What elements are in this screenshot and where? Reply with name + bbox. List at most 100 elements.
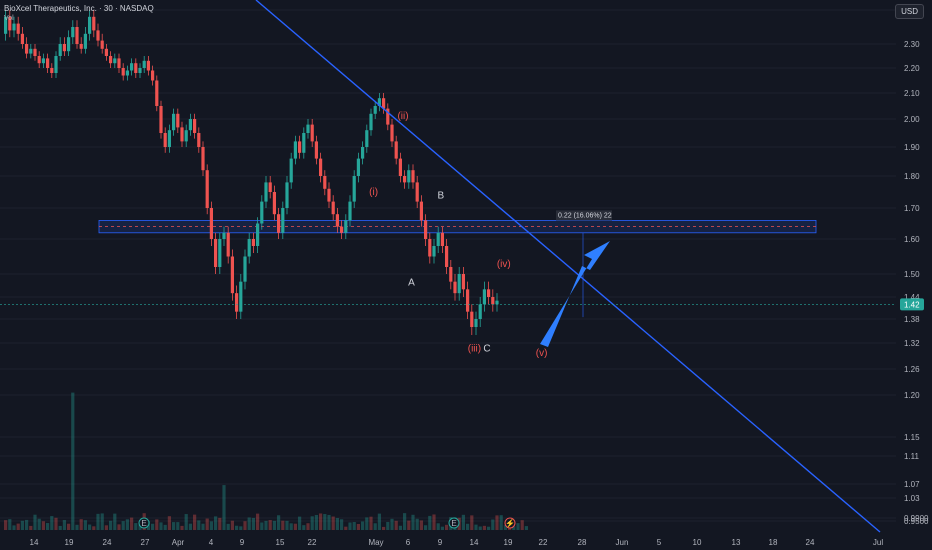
volume-bar <box>361 521 365 530</box>
volume-bar <box>88 524 92 530</box>
candle <box>138 68 142 73</box>
symbol-title[interactable]: BioXcel Therapeutics, Inc. · 30 · NASDAQ… <box>4 4 154 24</box>
candle <box>310 124 314 142</box>
volume-bar <box>155 519 159 530</box>
volume-bar <box>172 522 176 530</box>
candle <box>340 226 344 233</box>
x-tick-label: 27 <box>141 538 150 547</box>
candle <box>398 158 402 176</box>
volume-bar <box>331 516 335 530</box>
volume-bar <box>302 525 306 530</box>
candle <box>151 70 155 81</box>
y-tick-label: 1.07 <box>904 480 920 489</box>
volume-bar <box>251 517 255 530</box>
x-tick-label: 5 <box>657 538 662 547</box>
volume-bar <box>260 522 264 530</box>
candle <box>264 182 268 202</box>
candle <box>390 124 394 142</box>
volume-bar <box>138 524 142 530</box>
volume-bar <box>277 515 281 530</box>
candle <box>205 170 209 208</box>
volume-bar <box>344 526 348 530</box>
candle <box>272 192 276 215</box>
candle <box>382 98 386 109</box>
volume-bar <box>524 526 528 530</box>
candle <box>25 44 29 54</box>
y-tick-label: 1.20 <box>904 391 920 400</box>
volume-bar <box>226 523 230 530</box>
candle <box>50 68 54 73</box>
event-markers[interactable]: E E ⚡ <box>138 517 516 529</box>
event-label: ⚡ <box>505 518 515 528</box>
candle <box>79 44 83 49</box>
candle <box>478 304 482 319</box>
grid-lines <box>0 9 896 522</box>
volume-bar <box>365 517 369 530</box>
currency-button[interactable]: USD <box>895 4 924 19</box>
candle <box>432 246 436 257</box>
volume-bar <box>230 520 234 530</box>
volume-bar <box>285 520 289 530</box>
arrow-shape <box>540 241 610 347</box>
volume-bar <box>8 519 12 530</box>
candle <box>323 176 327 189</box>
volume-bar <box>163 524 167 530</box>
x-tick-label: 24 <box>806 538 815 547</box>
wave-label: (ii) <box>397 111 408 122</box>
event-marker <box>448 517 460 529</box>
volume-bar <box>83 520 87 530</box>
x-tick-label: 24 <box>103 538 112 547</box>
volume-bar <box>373 523 377 530</box>
volume-bar <box>184 514 188 530</box>
target-arrow[interactable] <box>540 241 610 347</box>
volume-bar <box>243 521 247 530</box>
volume-bar <box>298 516 302 530</box>
candle <box>4 16 8 34</box>
candle <box>163 133 167 147</box>
volume-bar <box>130 517 134 530</box>
time-axis[interactable]: 14 19 24 27 Apr 4 9 15 22 May 6 9 14 19 22 28 Jun 5 10 13 18… <box>30 538 884 547</box>
y-tick-label: 2.30 <box>904 40 920 49</box>
volume-bar <box>482 525 486 530</box>
trendline[interactable] <box>255 0 881 533</box>
y-tick-label: 1.32 <box>904 339 920 348</box>
candle <box>96 30 100 41</box>
candle <box>243 256 247 282</box>
candle <box>100 40 104 49</box>
candle <box>251 239 255 246</box>
volume-bar <box>327 514 331 530</box>
candle <box>411 170 415 183</box>
candle <box>352 176 356 202</box>
candle <box>109 56 113 64</box>
candle <box>453 281 457 294</box>
candle <box>155 80 159 106</box>
y-tick-label: 1.60 <box>904 235 920 244</box>
candle <box>33 48 37 56</box>
volume-bar <box>96 513 100 530</box>
candle <box>67 37 71 52</box>
candle <box>209 208 213 239</box>
candle <box>365 130 369 147</box>
y-tick-label: 1.70 <box>904 204 920 213</box>
volume-bar <box>79 519 83 530</box>
volume-bar <box>167 516 171 530</box>
wave-label: A <box>408 278 415 289</box>
candle <box>113 58 117 64</box>
candle <box>445 246 449 267</box>
candle <box>83 33 87 49</box>
volume-bar <box>104 525 108 530</box>
volume-bar <box>478 526 482 530</box>
volume-bar <box>352 521 356 530</box>
candle <box>176 113 180 128</box>
candle <box>172 113 176 131</box>
candle <box>461 274 465 290</box>
measure-label: 0.22 (16.06%) 22 <box>558 212 612 219</box>
wave-label: (i) <box>369 187 378 198</box>
volume-bar <box>117 524 121 530</box>
volume-bar <box>512 526 516 530</box>
candles <box>4 10 499 335</box>
candle <box>277 214 281 233</box>
candle <box>222 232 226 239</box>
y-tick-label: 1.15 <box>904 433 920 442</box>
